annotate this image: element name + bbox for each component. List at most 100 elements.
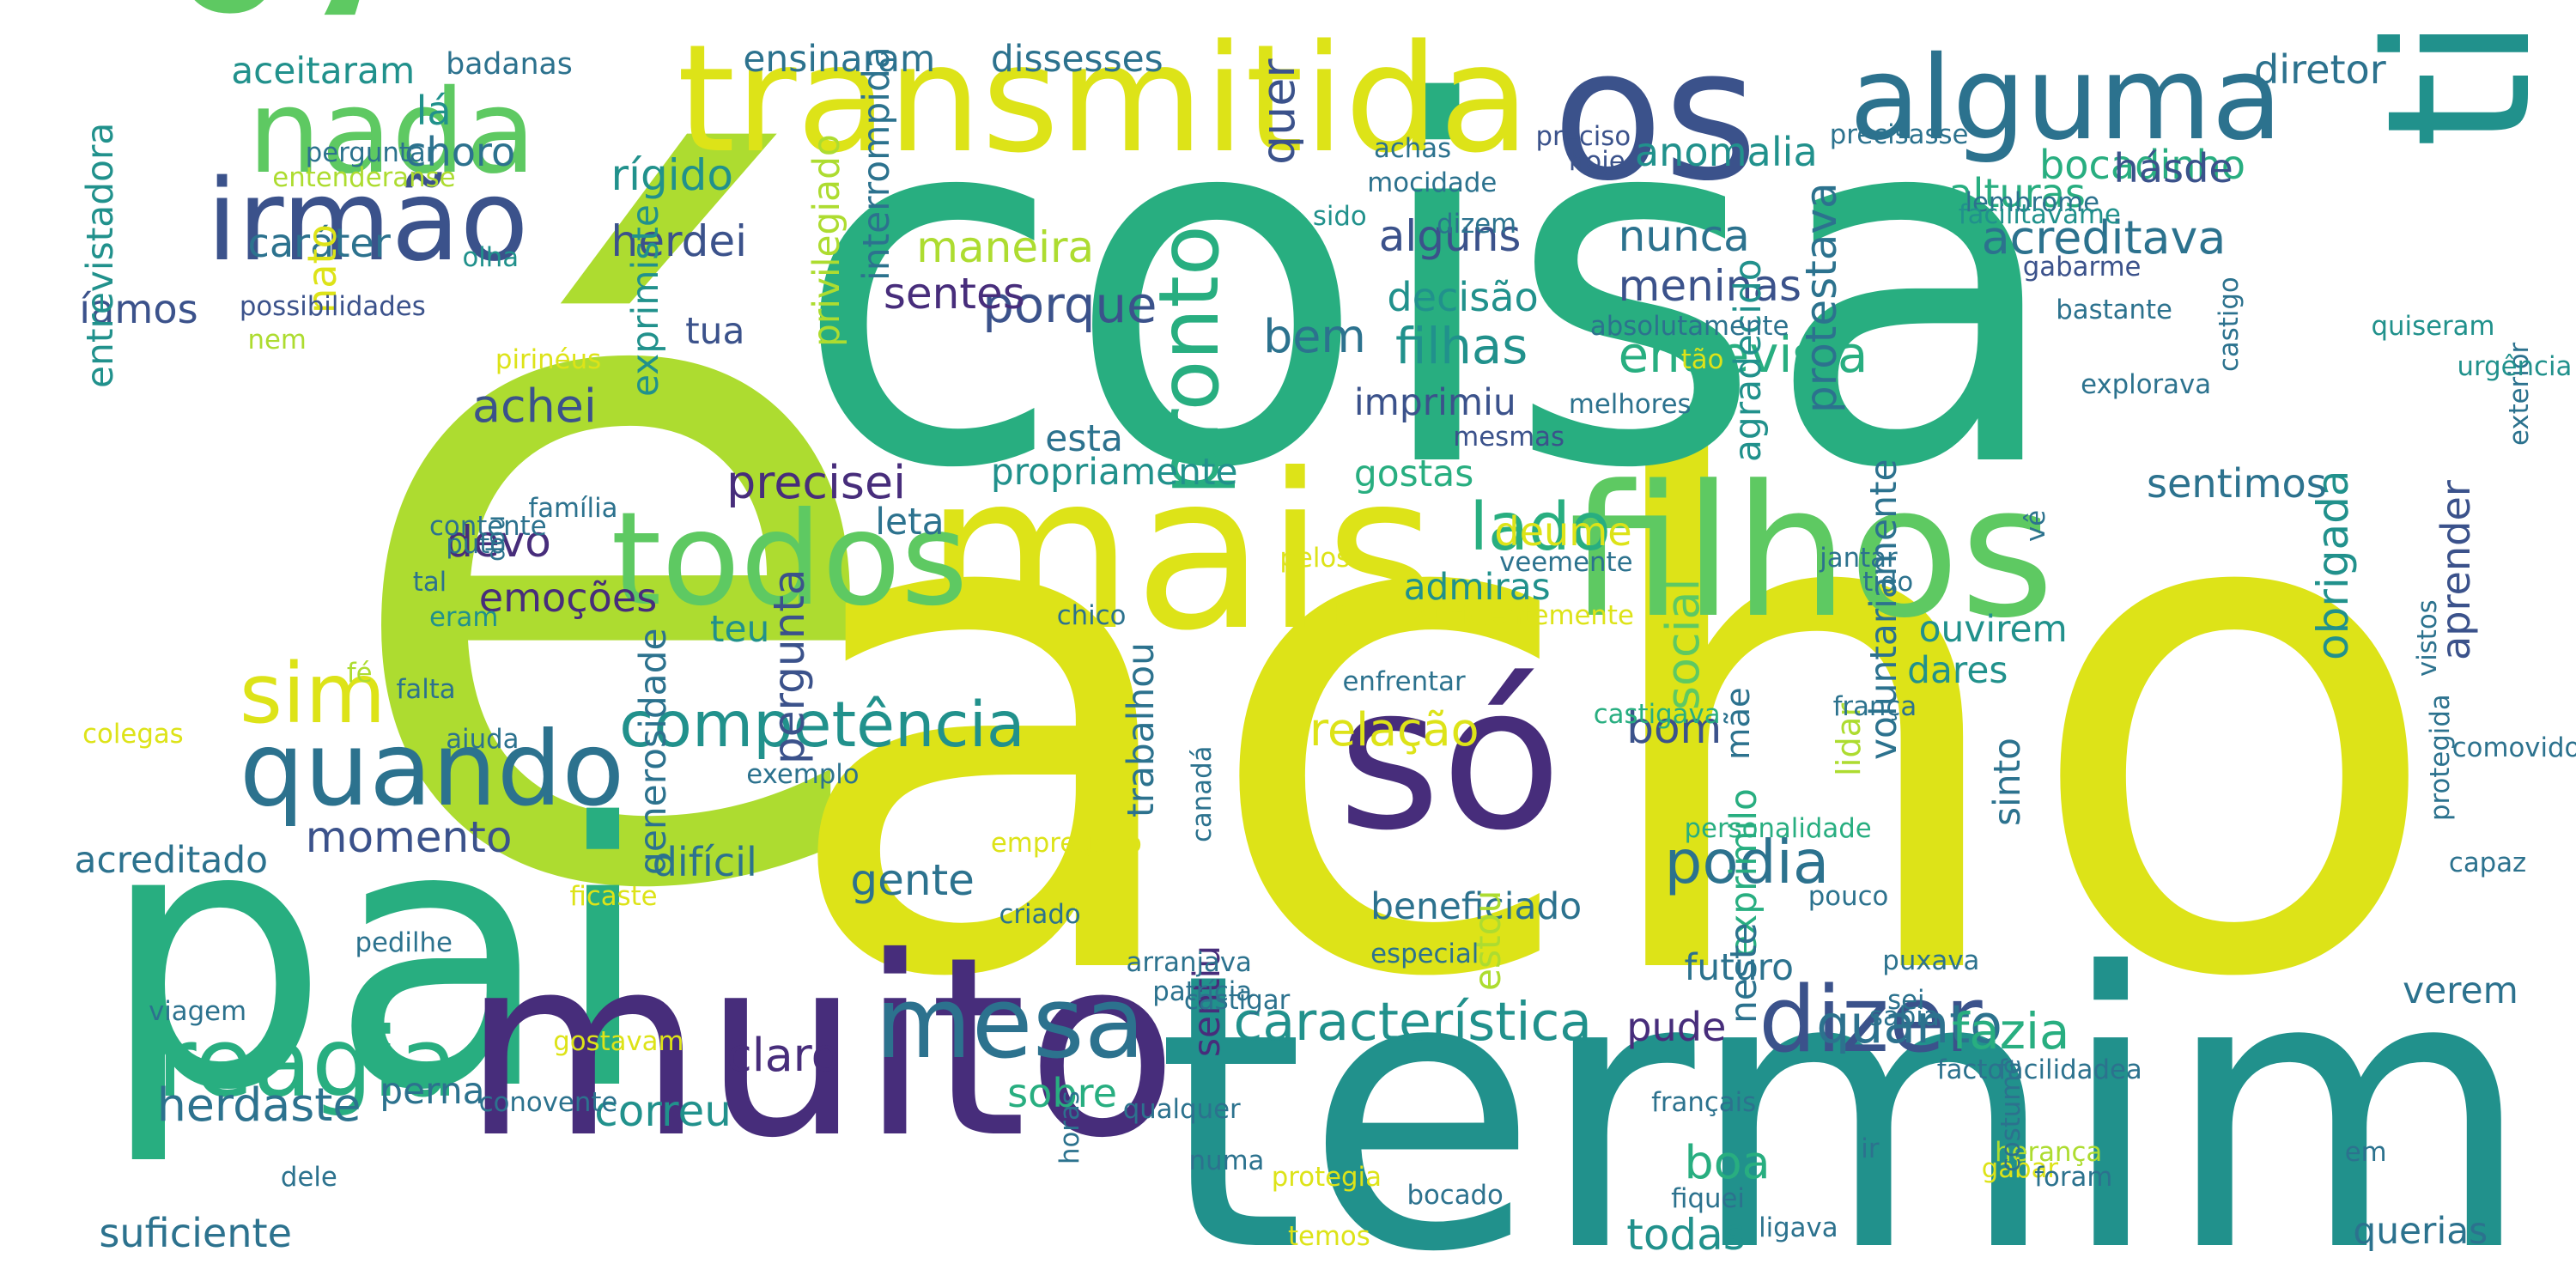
cloud-word: porque: [982, 275, 1157, 334]
cloud-word: perna: [380, 1070, 485, 1112]
cloud-word: fé: [346, 658, 373, 690]
cloud-word: rígido: [611, 149, 733, 200]
cloud-word: anomalia: [1634, 128, 1818, 175]
cloud-word: trabalhou: [1119, 642, 1162, 817]
cloud-word: gostas: [1353, 452, 1474, 495]
cloud-word: puxava: [1882, 945, 1980, 976]
cloud-word: dissesses: [990, 38, 1163, 81]
cloud-word: mesmas: [1453, 422, 1565, 453]
cloud-word: castigo: [2213, 276, 2245, 372]
cloud-word: fazia: [1952, 1002, 2070, 1061]
cloud-word: nada: [247, 64, 537, 199]
cloud-word: criado: [999, 899, 1081, 930]
cloud-word: alguns: [1378, 211, 1522, 261]
cloud-word: aceitaram: [231, 49, 416, 92]
cloud-word: empregado: [990, 828, 1142, 860]
cloud-word: imprimiu: [1353, 381, 1516, 424]
cloud-word: suficiente: [99, 1210, 293, 1257]
cloud-word: jantar: [1820, 542, 1898, 574]
cloud-word: em: [2344, 1136, 2387, 1168]
cloud-word: comovido: [2451, 732, 2576, 763]
cloud-word: explorava: [2081, 368, 2212, 400]
cloud-word: pude: [1626, 1004, 1727, 1051]
cloud-word: competência: [619, 688, 1025, 762]
cloud-word: pelos: [1279, 542, 1351, 574]
cloud-word: falta: [396, 674, 456, 706]
cloud-word: melhores: [1568, 388, 1692, 420]
cloud-word: preciso: [1535, 121, 1631, 153]
cloud-word: nunca: [1618, 211, 1750, 261]
cloud-word: neste: [1722, 922, 1765, 1024]
cloud-word: lembrome: [1965, 187, 2100, 219]
cloud-word: herdaste: [156, 1077, 361, 1132]
cloud-word: frança: [1832, 690, 1917, 722]
cloud-word: gabarme: [2022, 252, 2142, 283]
cloud-word: todos: [611, 484, 969, 635]
cloud-word: herdei: [611, 216, 748, 266]
cloud-word: futuro: [1684, 945, 1794, 988]
cloud-word: contente: [429, 511, 547, 543]
cloud-word: mesa: [875, 965, 1145, 1081]
cloud-word: vê: [2020, 509, 2051, 542]
cloud-word: leta: [875, 500, 945, 543]
cloud-word: lá: [416, 87, 452, 134]
cloud-word: herança: [1995, 1136, 2103, 1168]
cloud-word: personalidade: [1684, 813, 1872, 844]
cloud-word: meninas: [1618, 260, 1802, 311]
cloud-word: horas: [1054, 1090, 1085, 1164]
cloud-word: diretor: [2254, 46, 2386, 93]
cloud-word: transmitida: [677, 11, 1530, 185]
cloud-word: tal: [412, 567, 447, 598]
cloud-word: fiquei: [1671, 1182, 1745, 1214]
cloud-word: costume: [1995, 1059, 2026, 1173]
cloud-word: numa: [1188, 1145, 1265, 1176]
cloud-word: possibilidades: [239, 291, 426, 323]
cloud-word: dares: [1907, 648, 2008, 691]
cloud-word: é: [330, 14, 900, 1091]
cloud-word: precisei: [726, 454, 907, 509]
cloud-word: família: [528, 492, 618, 524]
cloud-word: sentes: [883, 269, 1025, 319]
cloud-word: protegida: [2424, 694, 2456, 821]
cloud-word: privilegiado: [805, 134, 848, 347]
cloud-word: facto: [1936, 1054, 2004, 1085]
cloud-word: muito: [462, 903, 1179, 1193]
cloud-word: sobre: [1007, 1070, 1117, 1116]
cloud-word: especial: [1370, 939, 1479, 970]
cloud-word: enfrentar: [1342, 665, 1466, 697]
cloud-word: interrompida: [855, 46, 897, 281]
cloud-word: claro: [726, 1027, 840, 1082]
cloud-word: querias: [2353, 1210, 2488, 1253]
cloud-word: bom: [1626, 703, 1722, 754]
cloud-word: mais: [924, 428, 1437, 678]
cloud-word: esta: [1045, 417, 1123, 460]
cloud-word: achei: [472, 379, 597, 434]
cloud-word: ir: [1861, 1133, 1880, 1165]
cloud-word: tinhatambém: [2345, 0, 2575, 149]
cloud-word: lado: [1469, 489, 1611, 566]
cloud-word: achas: [1374, 132, 1452, 164]
cloud-word: entenderanse: [272, 162, 456, 194]
cloud-word: tua: [685, 310, 745, 353]
cloud-word: quer: [1250, 58, 1305, 166]
cloud-word: français: [1651, 1087, 1757, 1119]
cloud-word: hásde: [2113, 145, 2233, 192]
cloud-word: relação: [1309, 702, 1479, 757]
cloud-word: difícil: [652, 838, 757, 885]
cloud-word: devo: [446, 516, 551, 567]
cloud-word: exemplo: [746, 758, 860, 790]
cloud-word: sinto: [1986, 737, 2029, 826]
cloud-word: gabar: [1981, 1153, 2059, 1185]
cloud-word: sim: [239, 645, 386, 742]
cloud-word: pai: [99, 745, 653, 1170]
cloud-word: bocadinho: [2039, 142, 2245, 189]
cloud-word: facilidadea: [1997, 1054, 2142, 1085]
cloud-word: acreditava: [1981, 210, 2227, 264]
cloud-word: generosidade: [632, 628, 675, 876]
cloud-word: alguma: [1849, 31, 2283, 167]
cloud-word: sabia: [1868, 1001, 1940, 1033]
cloud-word: mãe: [1718, 686, 1758, 760]
cloud-word: verem: [2403, 969, 2518, 1012]
cloud-word: dele: [280, 1161, 337, 1193]
cloud-word: mocidade: [1367, 167, 1498, 199]
